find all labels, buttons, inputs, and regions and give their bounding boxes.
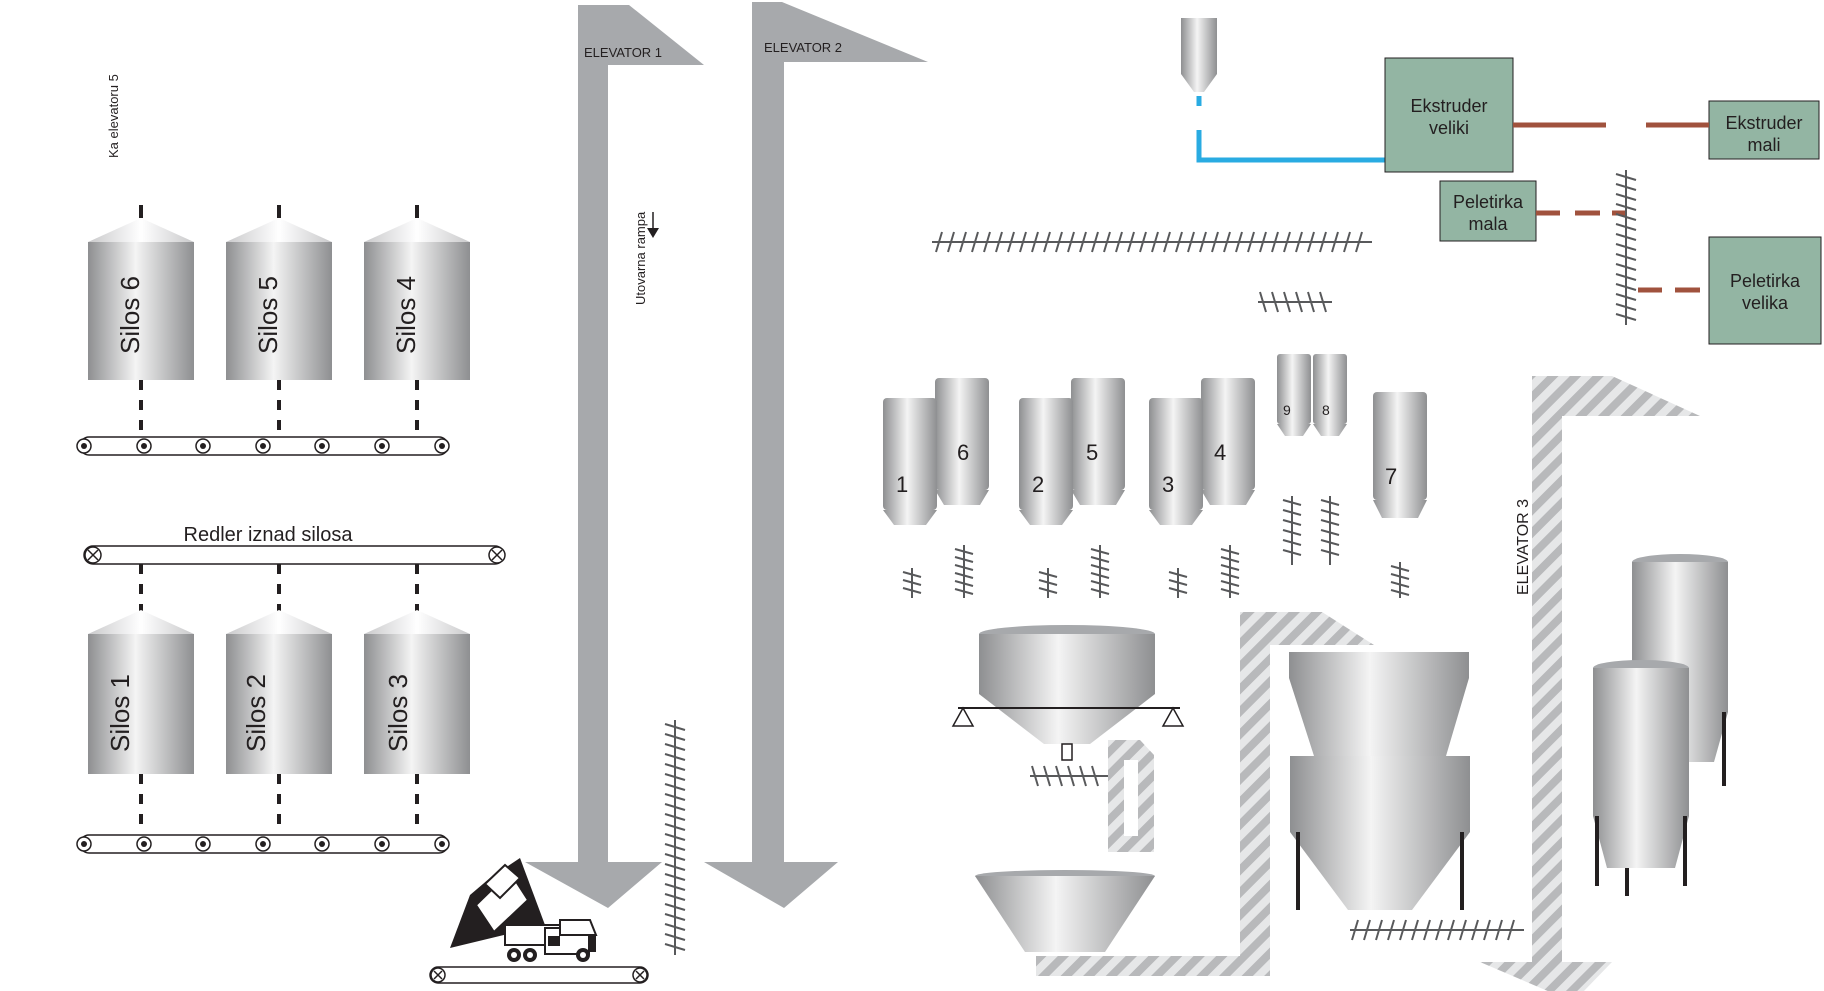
silo-2-label: Silos 2 [241, 674, 271, 752]
bin-3-label: 3 [1162, 472, 1174, 497]
elevator-2-label: ELEVATOR 2 [764, 40, 842, 55]
silo-2: Silos 2 [226, 564, 332, 826]
bin-5-label: 5 [1086, 440, 1098, 465]
ekstruder-mali-line1: Ekstruder [1725, 113, 1802, 133]
silo-group-top: Silos 6 Silos 5 Silos 4 [88, 205, 470, 430]
bin-6: 6 [935, 378, 989, 505]
silo-3: Silos 3 [364, 564, 470, 826]
elevator-3: ELEVATOR 3 [1480, 376, 1700, 991]
bin-4-label: 4 [1214, 440, 1226, 465]
silo-5: Silos 5 [226, 205, 332, 430]
screw-conveyor-short [1258, 291, 1332, 313]
ekstruder-veliki-line1: Ekstruder [1410, 96, 1487, 116]
silo-group-bottom: Silos 1 Silos 2 Silos 3 [88, 564, 470, 826]
bin-2: 2 [1019, 398, 1073, 525]
peletirka-mala: Peletirka mala [1439, 180, 1537, 242]
peletirka-mala-line1: Peletirka [1453, 192, 1524, 212]
elevator-1: ELEVATOR 1 [525, 5, 704, 908]
belt-conveyor-bottom [76, 834, 450, 854]
bin-1: 1 [883, 398, 937, 525]
mill-unit [1289, 652, 1470, 910]
truck-belt-conveyor [429, 966, 649, 984]
silo-4: Silos 4 [364, 205, 470, 430]
dosing-bins: 6 1 5 2 4 3 9 [883, 354, 1427, 525]
bin-5: 5 [1071, 378, 1125, 505]
bin-4: 4 [1201, 378, 1255, 505]
ekstruder-veliki-line2: veliki [1429, 118, 1469, 138]
machine-links [1513, 122, 1709, 293]
bin-8-label: 8 [1322, 402, 1330, 418]
bin-9: 9 [1277, 354, 1311, 436]
silo-3-label: Silos 3 [383, 674, 413, 752]
silo-4-label: Silos 4 [391, 276, 421, 354]
silo-6-label: Silos 6 [115, 276, 145, 354]
silo-5-label: Silos 5 [253, 276, 283, 354]
ekstruder-mali-line2: mali [1747, 135, 1780, 155]
screw-conveyor-vertical-left [664, 720, 686, 955]
screw-conveyor-horizontal-top [932, 231, 1372, 253]
belt-conveyor-top [76, 436, 450, 456]
ekstruder-veliki: Ekstruder veliki [1384, 57, 1514, 173]
top-hopper [1181, 18, 1217, 92]
silo-1: Silos 1 [88, 564, 194, 826]
screw-conveyor-under-mill [1350, 919, 1524, 941]
silo-1-label: Silos 1 [105, 674, 135, 752]
peletirka-velika-line2: velika [1742, 293, 1789, 313]
mixer-funnel [975, 870, 1155, 952]
bin-3: 3 [1149, 398, 1203, 525]
screw-conveyor-vertical-right [1615, 170, 1637, 325]
storage-tank-front [1593, 660, 1689, 896]
bin-2-label: 2 [1032, 472, 1044, 497]
ekstruder-mali: Ekstruder mali [1708, 100, 1820, 160]
arrow-down-icon [647, 212, 659, 238]
peletirka-velika: Peletirka velika [1708, 236, 1822, 345]
utovarna-rampa-label: Utovarna rampa [633, 211, 648, 305]
bin-7: 7 [1373, 392, 1427, 518]
bin-9-label: 9 [1283, 402, 1291, 418]
elevator-2: ELEVATOR 2 [704, 2, 928, 908]
peletirka-mala-line2: mala [1468, 214, 1508, 234]
peletirka-velika-line1: Peletirka [1730, 271, 1801, 291]
small-elevator-loop [1108, 740, 1154, 852]
dump-truck-icon [450, 858, 598, 962]
bin-7-label: 7 [1385, 464, 1397, 489]
redler-label: Redler iznad silosa [184, 524, 354, 546]
silo-6: Silos 6 [88, 205, 194, 430]
redler-conveyor [83, 545, 506, 565]
bin-1-label: 1 [896, 472, 908, 497]
bin-8: 8 [1313, 354, 1347, 436]
ka-elevatoru-label: Ka elevatoru 5 [106, 74, 121, 158]
bin-feed-screws [902, 496, 1410, 598]
bin-6-label: 6 [957, 440, 969, 465]
elevator-3-label: ELEVATOR 3 [1515, 499, 1532, 595]
weighing-hopper [951, 625, 1185, 761]
blue-feed-pipe [1196, 96, 1386, 163]
elevator-1-label: ELEVATOR 1 [584, 45, 662, 60]
screw-conveyor-under-hopper [1030, 765, 1108, 787]
